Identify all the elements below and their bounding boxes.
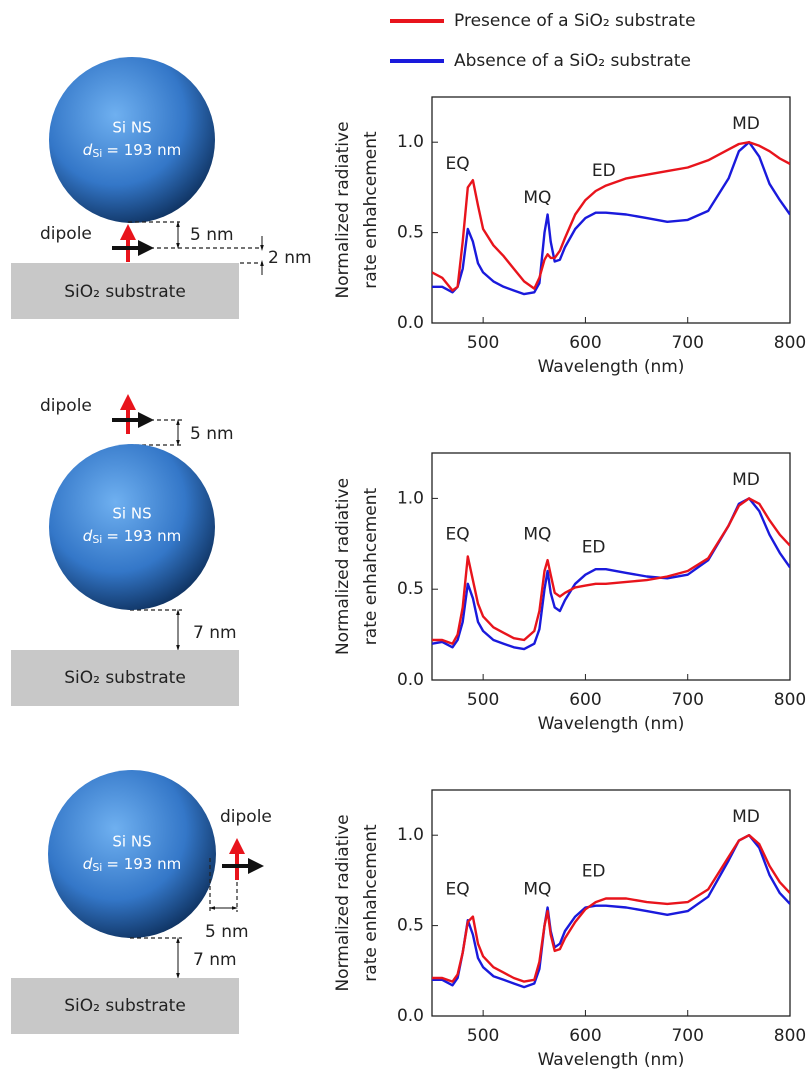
- legend-label: Presence of a SiO₂ substrate: [454, 11, 696, 31]
- substrate-label: SiO₂ substrate: [64, 668, 186, 688]
- y-tick-label: 0.0: [397, 313, 424, 333]
- annotation: ED: [582, 537, 606, 557]
- gap-label: 5 nm: [190, 225, 234, 245]
- d: d: [83, 141, 93, 159]
- y-tick-label: 1.0: [397, 132, 424, 152]
- y-axis-label: rate enhahcement: [361, 131, 381, 289]
- x-tick-label: 800: [774, 690, 806, 710]
- x-tick-label: 800: [774, 333, 806, 353]
- y-axis-label: Normalized radiative: [333, 121, 353, 298]
- diameter-label: dSi = 193 nm: [83, 855, 181, 875]
- y-tick-label: 1.0: [397, 488, 424, 508]
- d: d: [83, 527, 93, 545]
- gap-label: 7 nm: [193, 623, 237, 643]
- x-tick-label: 700: [671, 690, 703, 710]
- d-text: = 193 nm: [106, 527, 181, 545]
- legend-label: Absence of a SiO₂ substrate: [454, 51, 691, 71]
- diagram-2: dipole 5 nm Si NS dSi = 193 nm 7 nm SiO₂ …: [11, 394, 239, 706]
- y-axis-label: rate enhahcement: [361, 487, 381, 645]
- series-line: [432, 497, 790, 645]
- annotation: ED: [592, 161, 616, 181]
- sphere-label: Si NS: [112, 833, 151, 851]
- annotation: MQ: [523, 879, 551, 899]
- d: d: [83, 855, 93, 873]
- annotation: MD: [732, 807, 760, 827]
- annotation: EQ: [446, 879, 470, 899]
- sphere-label: Si NS: [112, 505, 151, 523]
- y-axis-label: Normalized radiative: [333, 814, 353, 991]
- x-tick-label: 600: [569, 333, 601, 353]
- x-tick-label: 700: [671, 1026, 703, 1046]
- y-tick-label: 0.5: [397, 579, 424, 599]
- x-tick-label: 500: [467, 1026, 499, 1046]
- x-tick-label: 700: [671, 333, 703, 353]
- series-line: [432, 834, 790, 983]
- y-axis-label: Normalized radiative: [333, 478, 353, 655]
- x-tick-label: 600: [569, 690, 601, 710]
- y-axis-label: rate enhahcement: [361, 824, 381, 982]
- d-text: = 193 nm: [106, 141, 181, 159]
- dipole-label: dipole: [220, 807, 272, 827]
- x-axis-label: Wavelength (nm): [538, 357, 685, 377]
- sphere: [49, 57, 215, 223]
- sphere: [48, 770, 216, 938]
- annotation: EQ: [446, 525, 470, 545]
- substrate-label: SiO₂ substrate: [64, 282, 186, 302]
- diameter-label: dSi = 193 nm: [83, 527, 181, 547]
- gap-label: 2 nm: [268, 248, 312, 268]
- gap-label: 7 nm: [193, 950, 237, 970]
- series-line: [432, 497, 790, 651]
- d-sub: Si: [92, 147, 102, 160]
- d-text: = 193 nm: [106, 855, 181, 873]
- substrate-label: SiO₂ substrate: [64, 996, 186, 1016]
- x-tick-label: 500: [467, 690, 499, 710]
- substrate: [11, 650, 239, 706]
- annotation: MQ: [523, 188, 551, 208]
- diameter-label: dSi = 193 nm: [83, 141, 181, 161]
- y-tick-label: 0.5: [397, 916, 424, 936]
- annotation: ED: [582, 861, 606, 881]
- substrate: [11, 978, 239, 1034]
- diagram-3: Si NS dSi = 193 nm dipole 5 nm 7 nm SiO₂ …: [11, 770, 272, 1034]
- y-tick-label: 0.5: [397, 223, 424, 243]
- d-sub: Si: [92, 861, 102, 874]
- annotation: MD: [732, 470, 760, 490]
- gap-label: 5 nm: [205, 922, 249, 942]
- substrate: [11, 263, 239, 319]
- x-tick-label: 600: [569, 1026, 601, 1046]
- diagram-1: Si NS dSi = 193 nm dipole 5 nm 2 nm SiO₂ …: [11, 57, 312, 319]
- annotation: MD: [732, 114, 760, 134]
- plot-frame: [431, 96, 791, 324]
- x-tick-label: 500: [467, 333, 499, 353]
- y-tick-label: 1.0: [397, 825, 424, 845]
- annotation: MQ: [523, 525, 551, 545]
- dipole-label: dipole: [40, 396, 92, 416]
- d-sub: Si: [92, 533, 102, 546]
- y-tick-label: 0.0: [397, 670, 424, 690]
- gap-label: 5 nm: [190, 424, 234, 444]
- dipole-label: dipole: [40, 224, 92, 244]
- x-tick-label: 800: [774, 1026, 806, 1046]
- series-line: [432, 834, 790, 989]
- series-line: [432, 141, 790, 296]
- x-axis-label: Wavelength (nm): [538, 714, 685, 734]
- annotation: EQ: [446, 154, 470, 174]
- series-line: [432, 141, 790, 292]
- sphere-label: Si NS: [112, 119, 151, 137]
- sphere: [49, 444, 215, 610]
- y-tick-label: 0.0: [397, 1006, 424, 1026]
- x-axis-label: Wavelength (nm): [538, 1050, 685, 1070]
